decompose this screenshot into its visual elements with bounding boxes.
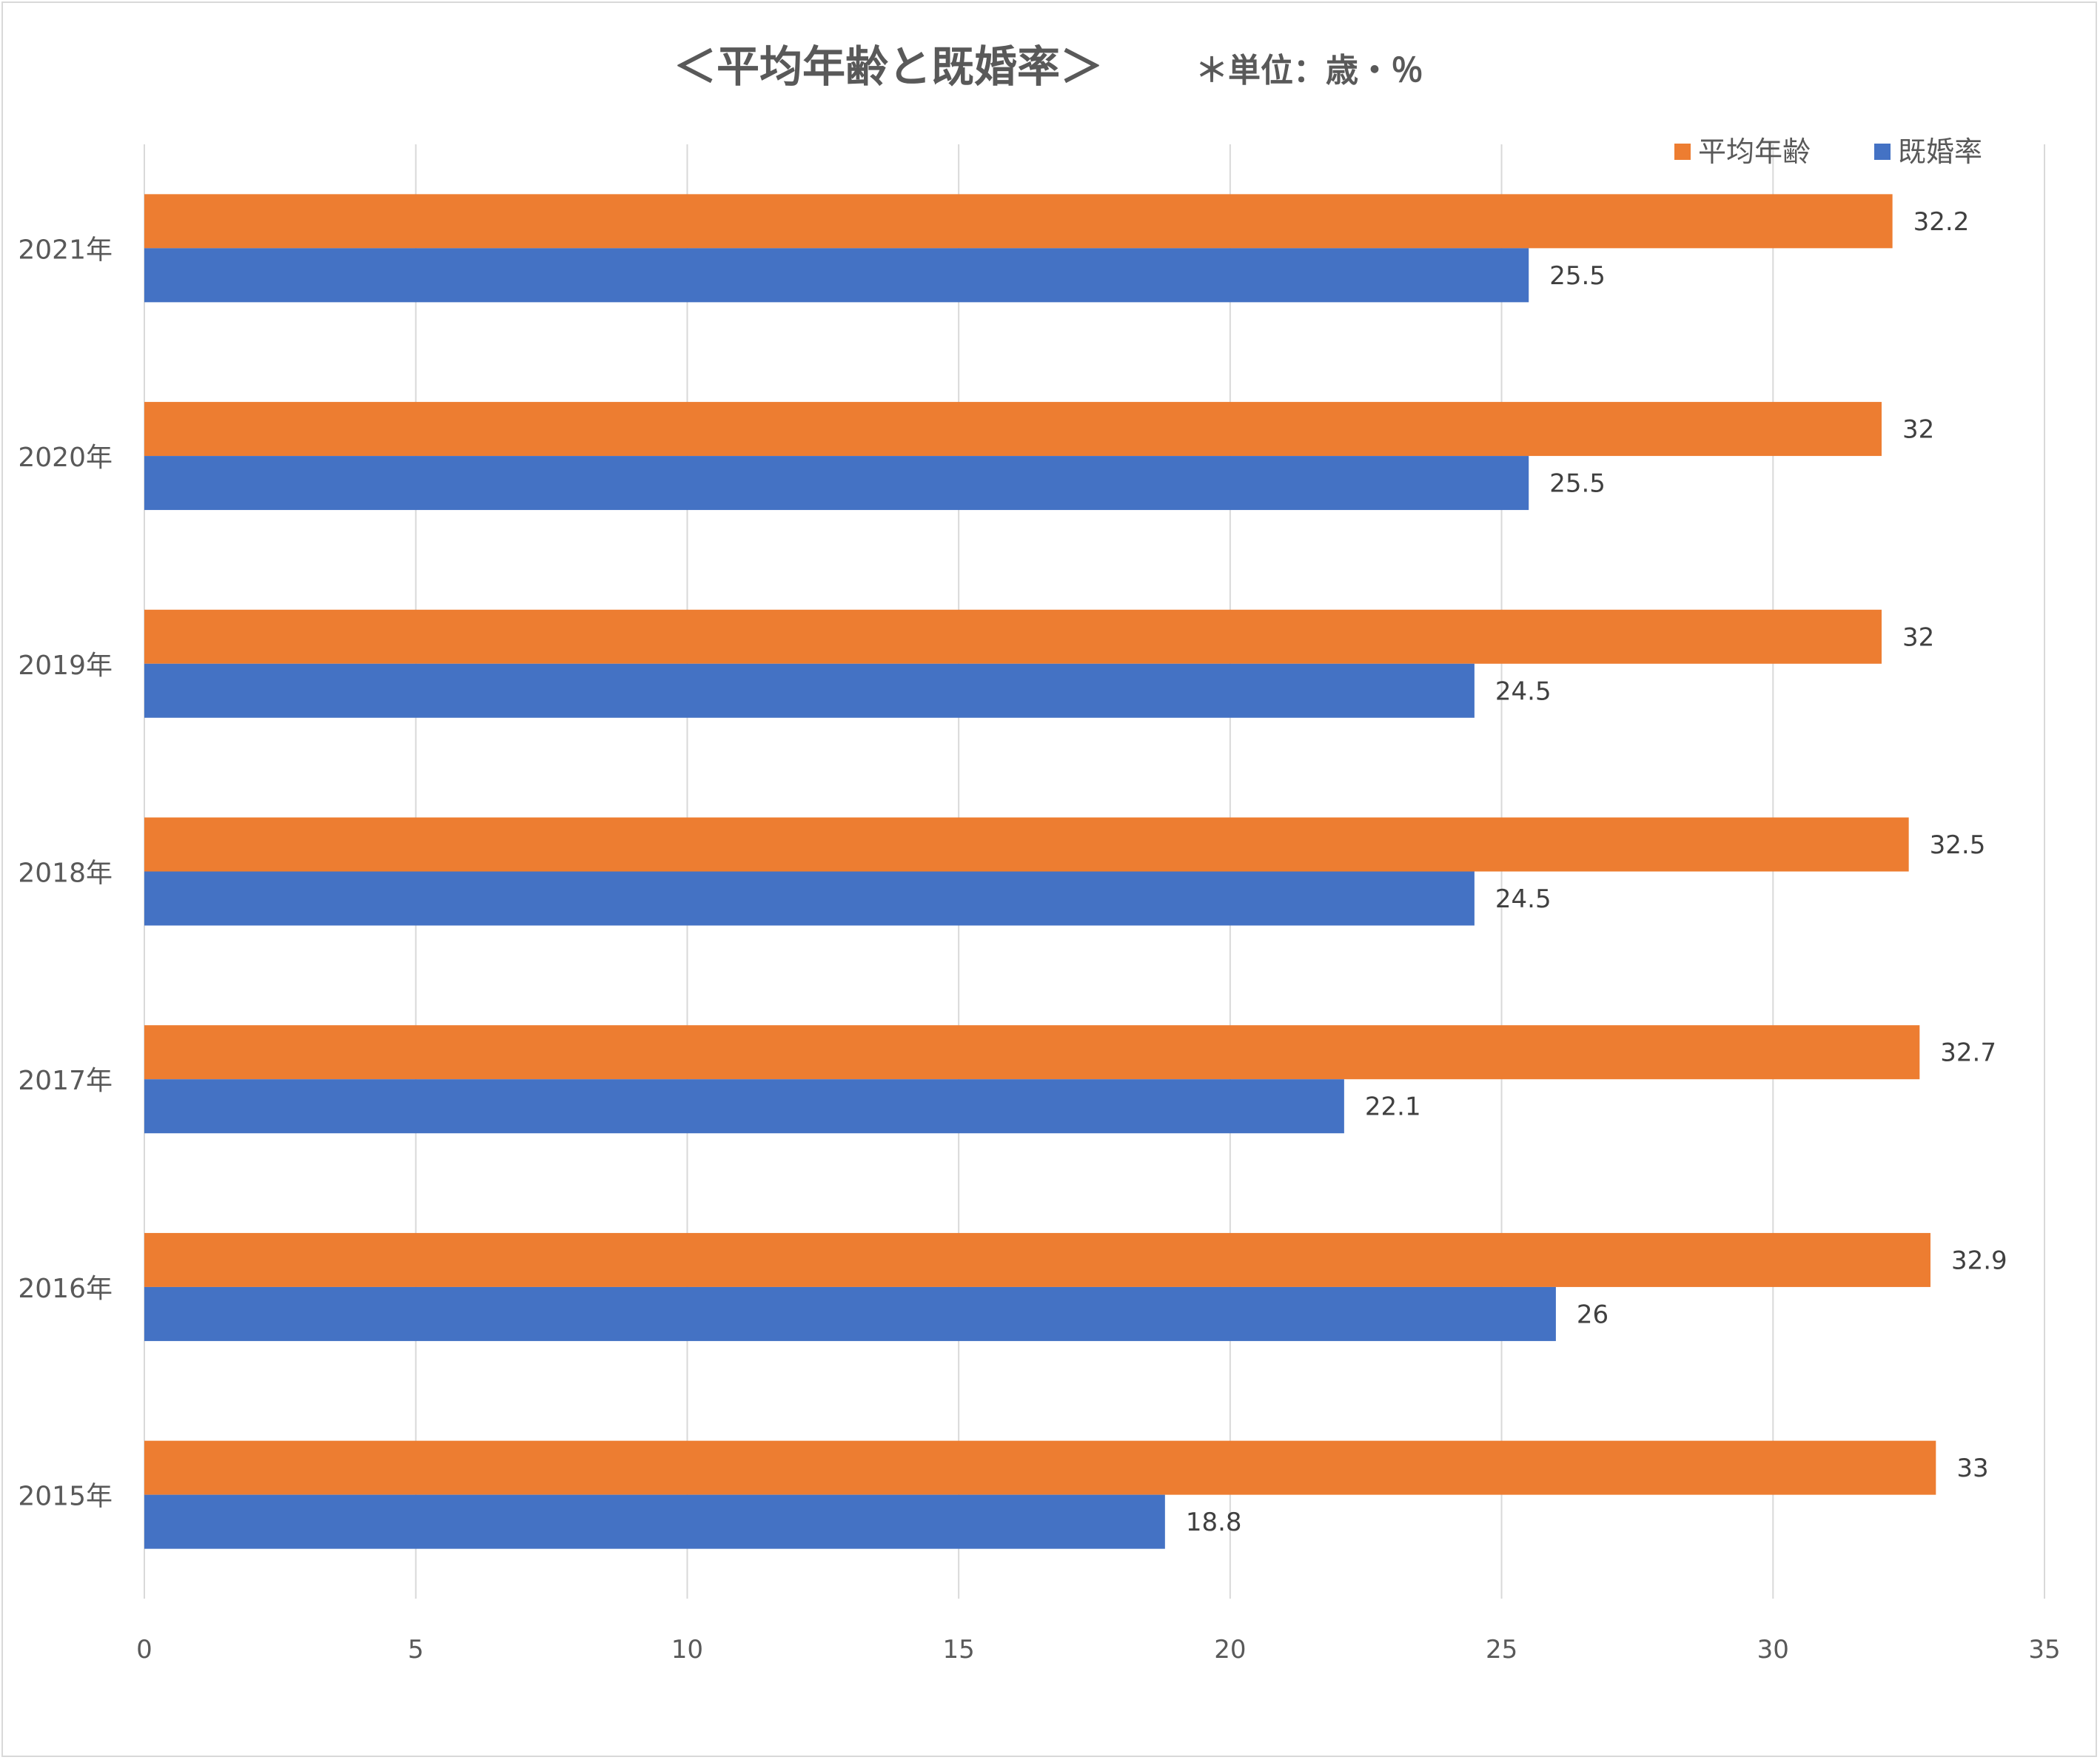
bar (144, 1494, 1165, 1549)
y-tick-label: 2016年 (18, 1274, 113, 1304)
category-axis: 2021年 2020年 2019年 2018年 2017年 2016年 2015年 (18, 235, 113, 1511)
data-label: 32.9 (1951, 1246, 2007, 1275)
y-tick-label: 2021年 (18, 235, 113, 265)
bar (144, 194, 1893, 249)
x-tick-label: 0 (136, 1635, 152, 1665)
x-tick-label: 20 (1214, 1635, 1246, 1665)
y-tick-label: 2018年 (18, 859, 113, 889)
data-label: 26 (1577, 1300, 1608, 1329)
data-label: 24.5 (1495, 884, 1551, 914)
x-tick-label: 35 (2028, 1635, 2060, 1665)
data-labels: 32.2 25.5 32 25.5 32 24.5 32.5 24.5 32.7 22.1 32.9… (1186, 207, 2007, 1537)
data-label: 32 (1902, 415, 1934, 445)
data-label: 22.1 (1365, 1092, 1421, 1122)
legend-item: 既婚率 (1874, 135, 1982, 168)
chart-title-group: ＜平均年齢と既婚率＞ ＊単位：歳・％ (674, 41, 1423, 92)
bar (144, 1025, 1920, 1080)
chart-title: ＜平均年齢と既婚率＞ (674, 41, 1103, 92)
data-label: 18.8 (1186, 1508, 1242, 1537)
bar (144, 1232, 1930, 1287)
x-tick-label: 30 (1757, 1635, 1789, 1665)
bar (144, 402, 1882, 457)
value-axis: 0 5 10 15 20 25 30 35 (136, 1635, 2060, 1665)
data-label: 32 (1902, 622, 1934, 652)
bar (144, 817, 1909, 872)
legend-swatch (1674, 144, 1691, 160)
legend-label: 既婚率 (1898, 135, 1982, 168)
bar (144, 1286, 1556, 1341)
chart-subtitle: ＊単位：歳・％ (1195, 52, 1423, 90)
data-label: 24.5 (1495, 676, 1551, 706)
y-tick-label: 2020年 (18, 443, 113, 473)
y-tick-label: 2019年 (18, 651, 113, 681)
data-label: 25.5 (1549, 469, 1606, 499)
bar (144, 1079, 1344, 1134)
data-label: 32.7 (1940, 1038, 1996, 1068)
y-tick-label: 2015年 (18, 1482, 113, 1512)
bar (144, 871, 1475, 926)
legend: 平均年齢 既婚率 (1674, 135, 1982, 168)
x-tick-label: 10 (671, 1635, 703, 1665)
legend-item: 平均年齢 (1674, 135, 1811, 168)
x-tick-label: 15 (943, 1635, 975, 1665)
data-label: 33 (1956, 1454, 1988, 1483)
data-label: 32.5 (1930, 830, 1986, 860)
bar (144, 248, 1529, 303)
data-label: 25.5 (1549, 261, 1606, 291)
bar (144, 663, 1475, 718)
bar (144, 609, 1882, 664)
x-tick-label: 25 (1486, 1635, 1517, 1665)
bar (144, 1440, 1936, 1495)
x-tick-label: 5 (408, 1635, 424, 1665)
y-tick-label: 2017年 (18, 1066, 113, 1096)
bar (144, 456, 1529, 511)
data-label: 32.2 (1913, 207, 1970, 237)
bars (144, 194, 1936, 1549)
legend-swatch (1874, 144, 1891, 160)
legend-label: 平均年齢 (1698, 135, 1811, 168)
